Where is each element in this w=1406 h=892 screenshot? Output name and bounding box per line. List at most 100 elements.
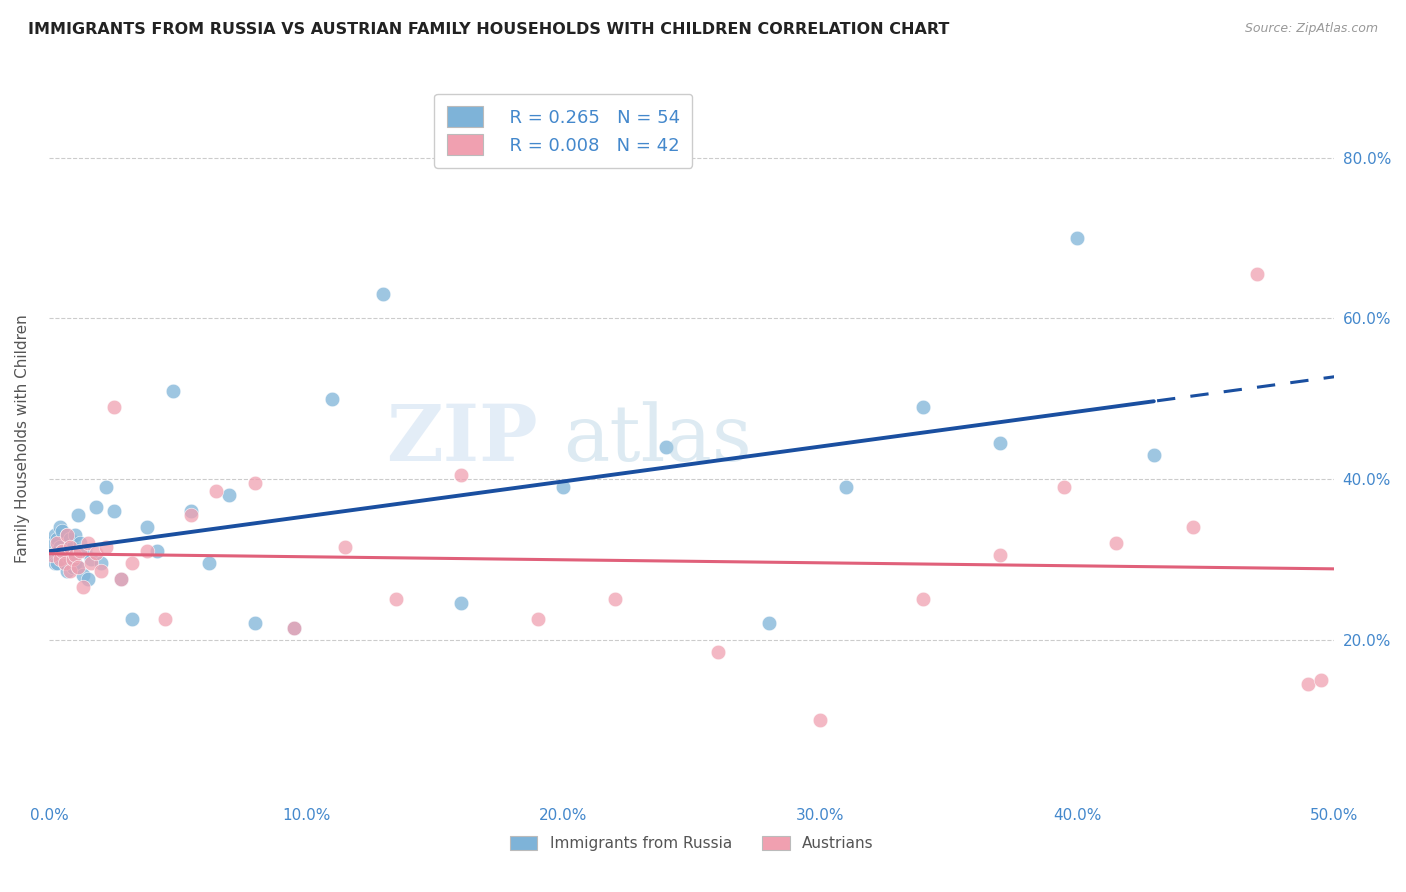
Point (75, 544, 97, 558)
Legend:   R = 0.265   N = 54,   R = 0.008   N = 42: R = 0.265 N = 54, R = 0.008 N = 42 (434, 94, 692, 168)
Point (90, 564, 112, 578)
Point (44, 528, 66, 542)
Point (180, 508, 202, 522)
Point (90, 556, 112, 570)
Point (180, 504, 202, 518)
Point (706, 644, 728, 658)
Point (110, 572, 132, 586)
Point (988, 548, 1011, 562)
Point (66, 560, 89, 574)
Point (136, 544, 159, 558)
Point (243, 475, 266, 490)
Point (321, 392, 343, 406)
Y-axis label: Family Households with Children: Family Households with Children (15, 314, 30, 563)
Point (835, 480, 858, 494)
Point (69, 536, 91, 550)
Point (1246, 267, 1268, 281)
Point (1105, 536, 1128, 550)
Point (53, 556, 76, 570)
Text: ZIP: ZIP (387, 401, 537, 477)
Point (59, 552, 82, 566)
Point (655, 440, 678, 454)
Point (121, 612, 143, 626)
Point (66, 508, 89, 522)
Point (62, 540, 84, 554)
Point (1053, 480, 1076, 494)
Point (385, 592, 408, 607)
Point (450, 596, 472, 610)
Point (84, 500, 107, 514)
Point (1066, 231, 1088, 245)
Point (121, 556, 143, 570)
Point (333, 540, 356, 554)
Point (46, 544, 69, 558)
Point (53, 544, 76, 558)
Point (44, 556, 66, 570)
Point (136, 520, 159, 534)
Point (56, 528, 79, 542)
Point (808, 713, 831, 727)
Point (41, 548, 63, 562)
Point (56, 548, 79, 562)
Point (79, 556, 101, 570)
Point (912, 400, 935, 414)
Point (46, 532, 69, 546)
Point (59, 564, 82, 578)
Point (988, 435, 1011, 450)
Point (59, 540, 82, 554)
Point (162, 384, 184, 398)
Point (72, 568, 94, 582)
Point (48, 552, 70, 566)
Point (283, 620, 305, 634)
Point (912, 592, 935, 607)
Point (62, 560, 84, 574)
Point (1310, 673, 1333, 687)
Point (51, 524, 73, 538)
Point (62, 552, 84, 566)
Point (51, 552, 73, 566)
Point (77, 536, 100, 550)
Point (1298, 676, 1320, 690)
Point (373, 287, 395, 301)
Point (69, 544, 91, 558)
Text: Source: ZipAtlas.com: Source: ZipAtlas.com (1244, 22, 1378, 36)
Point (59, 532, 82, 546)
Point (103, 504, 125, 518)
Text: IMMIGRANTS FROM RUSSIA VS AUSTRIAN FAMILY HOUSEHOLDS WITH CHILDREN CORRELATION C: IMMIGRANTS FROM RUSSIA VS AUSTRIAN FAMIL… (28, 22, 949, 37)
Point (218, 488, 240, 502)
Point (46, 536, 69, 550)
Point (758, 616, 780, 631)
Point (1181, 520, 1204, 534)
Point (103, 400, 125, 414)
Point (41, 536, 63, 550)
Point (41, 548, 63, 562)
Point (56, 564, 79, 578)
Point (46, 556, 69, 570)
Point (79, 552, 101, 566)
Point (110, 572, 132, 586)
Point (243, 616, 266, 631)
Point (84, 546, 107, 560)
Point (77, 572, 100, 586)
Point (603, 592, 626, 607)
Point (283, 620, 305, 634)
Point (72, 580, 94, 594)
Point (51, 544, 73, 558)
Point (450, 467, 472, 482)
Point (94, 540, 117, 554)
Point (56, 528, 79, 542)
Text: atlas: atlas (564, 401, 752, 476)
Point (53, 556, 76, 570)
Point (63, 548, 86, 562)
Point (146, 544, 169, 558)
Point (1143, 448, 1166, 462)
Point (48, 540, 70, 554)
Point (48, 520, 70, 534)
Point (205, 483, 228, 498)
Point (553, 480, 575, 494)
Point (153, 612, 176, 626)
Point (66, 560, 89, 574)
Point (526, 612, 548, 626)
Point (63, 556, 86, 570)
Point (63, 528, 86, 542)
